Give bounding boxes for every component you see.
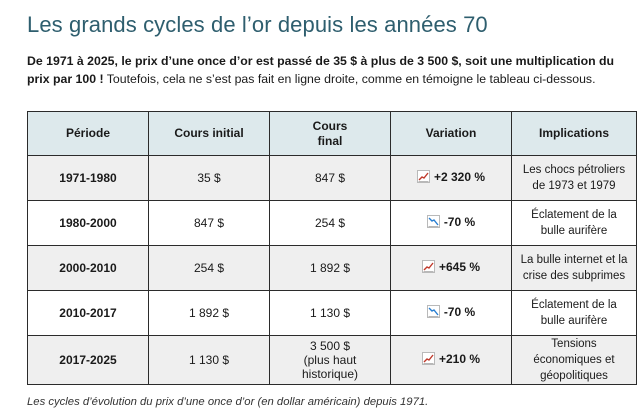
table-row: 1971-1980 35 $ 847 $ +2 320 % Les chocs pétr… — [27, 155, 637, 201]
cell-initial-price: 1 892 $ — [148, 290, 270, 336]
implications-line: géopolitiques — [540, 370, 608, 382]
intro-text: Toutefois, cela ne s’est pas fait en lig… — [103, 72, 596, 86]
implications-line: Éclatement de la — [531, 209, 617, 221]
final-price-value: 1 892 $ — [309, 261, 351, 275]
cell-variation: +210 % — [390, 335, 512, 385]
implications-line: de 1973 et 1979 — [532, 180, 616, 192]
cell-initial-price: 254 $ — [148, 245, 270, 291]
chart-decreasing-icon — [426, 305, 440, 319]
implications-line: bulle aurifère — [540, 225, 608, 237]
cell-variation: +2 320 % — [390, 155, 512, 201]
cell-implications: Les chocs pétroliers de 1973 et 1979 — [511, 155, 637, 201]
variation-value: -70 % — [443, 214, 476, 229]
final-price-note: (plus haut historique) — [301, 353, 359, 381]
implications-line: Les chocs pétroliers — [522, 164, 626, 176]
table-caption: Les cycles d’évolution du prix d’une onc… — [27, 396, 429, 408]
cell-period: 2010-2017 — [27, 290, 149, 336]
final-price-value: 3 500 $ — [309, 339, 351, 353]
header-variation: Variation — [390, 111, 512, 156]
cell-final-price: 847 $ — [269, 155, 391, 201]
cell-period: 1971-1980 — [27, 155, 149, 201]
variation-value: -70 % — [443, 304, 476, 319]
gold-cycles-table: Période Cours initial Cours final Variat… — [27, 111, 637, 385]
final-price-value: 847 $ — [314, 171, 346, 185]
cell-variation: -70 % — [390, 200, 512, 246]
cell-variation: -70 % — [390, 290, 512, 336]
cell-initial-price: 1 130 $ — [148, 335, 270, 385]
cell-variation: +645 % — [390, 245, 512, 291]
cell-initial-price: 35 $ — [148, 155, 270, 201]
implications-line: Éclatement de la — [531, 299, 617, 311]
variation-value: +645 % — [438, 259, 481, 274]
cell-implications: Éclatement de la bulle aurifère — [511, 200, 637, 246]
header-period: Période — [27, 111, 149, 156]
cell-period: 2000-2010 — [27, 245, 149, 291]
cell-final-price: 1 892 $ — [269, 245, 391, 291]
header-initial-price: Cours initial — [148, 111, 270, 156]
header-implications: Implications — [511, 111, 637, 156]
cell-implications: La bulle internet et la crise des subprim… — [511, 245, 637, 291]
variation-value: +2 320 % — [433, 169, 486, 184]
cell-final-price: 254 $ — [269, 200, 391, 246]
cell-period: 1980-2000 — [27, 200, 149, 246]
header-final-line1: Cours — [312, 118, 348, 133]
cell-final-price: 1 130 $ — [269, 290, 391, 336]
header-final-line2: final — [317, 133, 343, 148]
cell-period: 2017-2025 — [27, 335, 149, 385]
table-row: 2010-2017 1 892 $ 1 130 $ -70 % Éclatement d… — [27, 290, 637, 336]
cell-final-price: 3 500 $ (plus haut historique) — [269, 335, 391, 385]
implications-line: crise des subprimes — [522, 270, 626, 282]
cell-implications: Tensions économiques et géopolitiques — [511, 335, 637, 385]
implications-line: Tensions — [551, 338, 597, 350]
intro-bold-text: De 1971 à 2025, le prix d’une once d’or … — [27, 54, 615, 86]
table-row: 1980-2000 847 $ 254 $ -70 % Éclatement de la… — [27, 200, 637, 246]
chart-increasing-icon — [421, 260, 435, 274]
variation-value: +210 % — [438, 351, 481, 366]
implications-line: économiques et — [533, 354, 615, 366]
intro-paragraph: De 1971 à 2025, le prix d’une once d’or … — [27, 52, 633, 88]
header-final-price: Cours final — [269, 111, 391, 156]
final-price-value: 254 $ — [314, 216, 346, 230]
chart-increasing-icon — [421, 352, 435, 366]
chart-decreasing-icon — [426, 215, 440, 229]
table-row: 2017-2025 1 130 $3 500 $ (plus haut histor… — [27, 335, 637, 385]
page-title: Les grands cycles de l’or depuis les ann… — [27, 12, 488, 37]
final-price-value: 1 130 $ — [309, 306, 351, 320]
cell-implications: Éclatement de la bulle aurifère — [511, 290, 637, 336]
implications-line: La bulle internet et la — [520, 254, 628, 266]
cell-initial-price: 847 $ — [148, 200, 270, 246]
implications-line: bulle aurifère — [540, 315, 608, 327]
table-row: 2000-2010 254 $ 1 892 $ +645 % La bulle inte… — [27, 245, 637, 291]
table-header-row: Période Cours initial Cours final Variat… — [27, 111, 637, 156]
chart-increasing-icon — [416, 170, 430, 184]
